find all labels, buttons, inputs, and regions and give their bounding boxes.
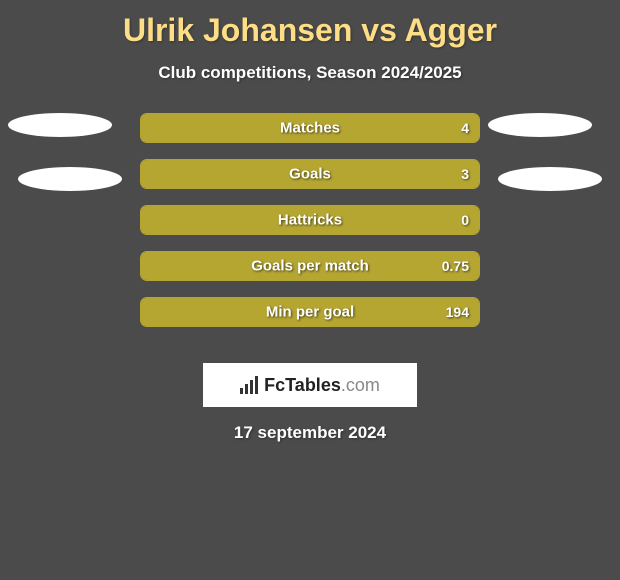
stat-bar-min-per-goal: Min per goal 194 [140, 297, 480, 327]
brand-domain: .com [341, 375, 380, 395]
subtitle: Club competitions, Season 2024/2025 [0, 63, 620, 83]
bar-label: Goals [289, 166, 331, 183]
brand-bars-icon [240, 376, 260, 394]
player-marker-right-2 [498, 167, 602, 191]
bar-value: 194 [446, 304, 469, 320]
player-marker-right-1 [488, 113, 592, 137]
stat-bars: Matches 4 Goals 3 Hattricks 0 Goals per … [140, 113, 480, 327]
brand-name: FcTables [264, 375, 341, 395]
player-marker-left-1 [8, 113, 112, 137]
page-title: Ulrik Johansen vs Agger [0, 0, 620, 49]
player-marker-left-2 [18, 167, 122, 191]
date-text: 17 september 2024 [0, 423, 620, 443]
chart-area: Matches 4 Goals 3 Hattricks 0 Goals per … [0, 113, 620, 353]
bar-value: 0 [461, 212, 469, 228]
stat-bar-matches: Matches 4 [140, 113, 480, 143]
bar-label: Min per goal [266, 304, 354, 321]
bar-value: 3 [461, 166, 469, 182]
bar-label: Goals per match [251, 258, 369, 275]
bar-label: Hattricks [278, 212, 342, 229]
stat-bar-goals-per-match: Goals per match 0.75 [140, 251, 480, 281]
stat-bar-hattricks: Hattricks 0 [140, 205, 480, 235]
brand-text: FcTables.com [264, 375, 380, 396]
bar-label: Matches [280, 120, 340, 137]
brand-box: FcTables.com [203, 363, 417, 407]
bar-value: 0.75 [442, 258, 469, 274]
stat-bar-goals: Goals 3 [140, 159, 480, 189]
bar-value: 4 [461, 120, 469, 136]
